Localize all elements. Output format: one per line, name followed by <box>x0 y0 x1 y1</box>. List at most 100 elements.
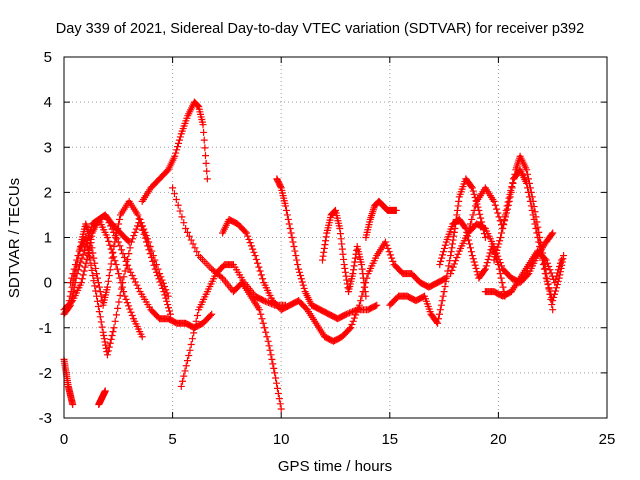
data-point <box>345 309 353 317</box>
data-point <box>541 270 549 278</box>
data-point <box>77 279 85 287</box>
data-point <box>79 250 87 258</box>
data-point <box>468 215 476 223</box>
data-point <box>446 257 454 265</box>
series-arc-f <box>138 98 211 205</box>
data-point <box>85 250 93 258</box>
data-point <box>84 243 92 251</box>
data-point <box>543 259 551 267</box>
data-point <box>173 146 181 154</box>
data-point <box>556 263 564 271</box>
data-point <box>162 286 170 294</box>
data-point <box>490 243 498 251</box>
data-point <box>442 277 450 285</box>
data-point <box>445 262 453 270</box>
data-point <box>527 202 535 210</box>
data-point <box>194 102 202 110</box>
data-point <box>289 238 297 246</box>
data-point <box>461 223 469 231</box>
data-point <box>86 256 94 264</box>
data-point <box>357 297 365 305</box>
data-point <box>182 362 190 370</box>
y-tick-label: -3 <box>39 410 52 427</box>
data-point <box>319 252 327 260</box>
data-point <box>434 319 442 327</box>
data-point <box>106 241 114 249</box>
data-point <box>271 369 279 377</box>
data-point <box>259 275 267 283</box>
data-point <box>453 206 461 214</box>
data-point <box>358 261 366 269</box>
data-point <box>499 220 507 228</box>
data-point <box>540 265 548 273</box>
data-point <box>122 295 130 303</box>
data-point <box>116 215 124 223</box>
data-point <box>282 202 290 210</box>
data-point <box>125 250 133 258</box>
data-point <box>525 193 533 201</box>
data-point <box>69 270 77 278</box>
data-point <box>129 235 137 243</box>
data-point <box>176 133 184 141</box>
data-point <box>110 228 118 236</box>
data-point <box>127 268 135 276</box>
data-point <box>130 232 138 240</box>
data-point <box>363 274 371 282</box>
data-point <box>157 273 165 281</box>
series-arc-q <box>464 152 557 314</box>
data-point <box>107 335 115 343</box>
data-point <box>255 306 263 314</box>
data-point <box>349 266 357 274</box>
data-point <box>385 248 393 256</box>
data-point <box>66 292 74 300</box>
data-point <box>101 387 109 395</box>
data-point <box>191 323 199 331</box>
data-point <box>170 190 178 198</box>
data-point <box>258 315 266 323</box>
data-point <box>360 283 368 291</box>
data-point <box>482 262 490 270</box>
data-point <box>104 347 112 355</box>
data-point <box>106 339 114 347</box>
x-tick-label: 0 <box>60 431 68 448</box>
data-point <box>103 351 111 359</box>
series-arc-e <box>103 215 216 332</box>
data-point <box>154 265 162 273</box>
data-point <box>530 215 538 223</box>
data-point <box>261 297 269 305</box>
x-tick-label: 25 <box>599 431 616 448</box>
data-point <box>134 284 142 292</box>
data-point <box>87 239 95 247</box>
x-tick-label: 20 <box>490 431 507 448</box>
data-point <box>68 274 76 282</box>
data-point <box>322 237 330 245</box>
data-point <box>549 306 557 314</box>
data-point <box>188 335 196 343</box>
data-point <box>217 273 225 281</box>
data-point <box>490 197 498 205</box>
data-point <box>535 238 543 246</box>
data-point <box>245 235 253 243</box>
data-point <box>107 260 115 268</box>
data-point <box>267 351 275 359</box>
data-point <box>542 274 550 282</box>
data-point <box>242 229 250 237</box>
data-point <box>469 187 477 195</box>
data-point <box>241 228 249 236</box>
data-point <box>342 310 350 318</box>
data-point <box>105 343 113 351</box>
data-point <box>257 271 265 279</box>
data-point <box>87 223 95 231</box>
data-point <box>545 284 553 292</box>
data-point <box>108 331 116 339</box>
data-point <box>99 328 107 336</box>
data-point <box>548 301 556 309</box>
data-point <box>493 246 501 254</box>
data-point <box>484 255 492 263</box>
series-arc-i <box>219 215 355 345</box>
data-point <box>470 206 478 214</box>
data-point <box>244 232 252 240</box>
data-point <box>384 244 392 252</box>
data-point <box>90 277 98 285</box>
data-point <box>94 297 102 305</box>
